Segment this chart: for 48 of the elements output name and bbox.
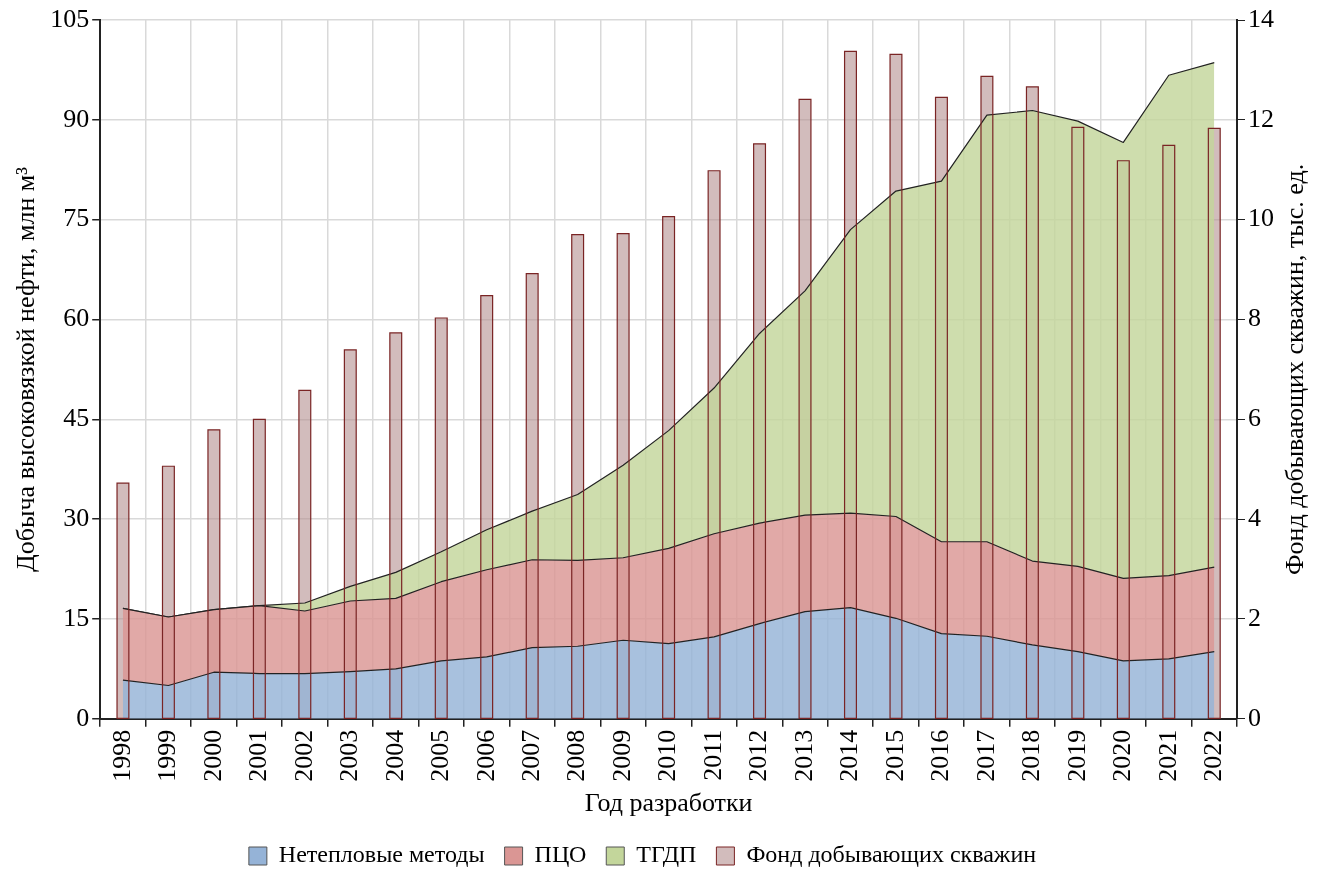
x-tick-label: 2021	[1152, 729, 1182, 782]
y2-tick-label: 4	[1248, 502, 1261, 532]
y-tick-label: 30	[63, 502, 90, 532]
x-tick-label: 2015	[879, 729, 909, 782]
y-tick-label: 90	[63, 103, 90, 133]
y-axis-title: Добыча высоковязкой нефти, млн м³	[11, 166, 41, 572]
legend-label: ТГДП	[636, 841, 697, 868]
x-tick-label: 2003	[334, 729, 364, 782]
x-tick-label: 2009	[606, 729, 636, 782]
x-tick-label: 2018	[1016, 729, 1046, 782]
y2-tick-label: 2	[1248, 602, 1261, 632]
x-tick-label: 2002	[288, 729, 318, 782]
x-tick-label: 2006	[470, 729, 500, 782]
y2-tick-label: 14	[1248, 3, 1274, 33]
y-tick-label: 15	[63, 602, 90, 632]
y2-tick-label: 8	[1248, 303, 1261, 333]
x-tick-label: 2008	[561, 729, 591, 782]
x-tick-label: 2004	[379, 729, 409, 782]
x-tick-label: 2020	[1107, 729, 1137, 782]
y-tick-label: 105	[50, 3, 90, 33]
y-tick-label: 60	[63, 303, 90, 333]
y2-tick-label: 12	[1248, 103, 1274, 133]
x-tick-label: 2022	[1198, 729, 1228, 782]
y2-tick-label: 0	[1248, 702, 1261, 732]
legend-label: Нетепловые методы	[278, 841, 485, 868]
y-tick-label: 45	[63, 403, 90, 433]
x-tick-label: 2013	[788, 729, 818, 782]
y2-tick-label: 6	[1248, 403, 1261, 433]
x-tick-label: 1999	[152, 729, 182, 782]
x-tick-label: 2017	[970, 729, 1000, 782]
y-tick-label: 75	[63, 203, 90, 233]
y-tick-label: 0	[76, 702, 90, 732]
x-axis-title: Год разработки	[584, 788, 753, 818]
legend-label: Фонд добывающих скважин	[746, 841, 1037, 868]
x-tick-label: 2014	[834, 729, 864, 782]
x-tick-label: 1998	[106, 729, 136, 782]
x-tick-label: 2011	[697, 729, 727, 781]
x-tick-label: 2007	[516, 729, 546, 782]
y2-axis-title: Фонд добывающих скважин, тыс. ед.	[1279, 163, 1309, 575]
x-tick-label: 2005	[425, 729, 455, 782]
x-tick-label: 2000	[197, 729, 227, 782]
x-tick-label: 2001	[243, 729, 273, 782]
x-tick-label: 2012	[743, 729, 773, 782]
x-tick-label: 2010	[652, 729, 682, 782]
x-tick-label: 2019	[1061, 729, 1091, 782]
legend-label: ПЦО	[534, 841, 587, 868]
x-tick-label: 2016	[925, 729, 955, 782]
y2-tick-label: 10	[1248, 203, 1274, 233]
